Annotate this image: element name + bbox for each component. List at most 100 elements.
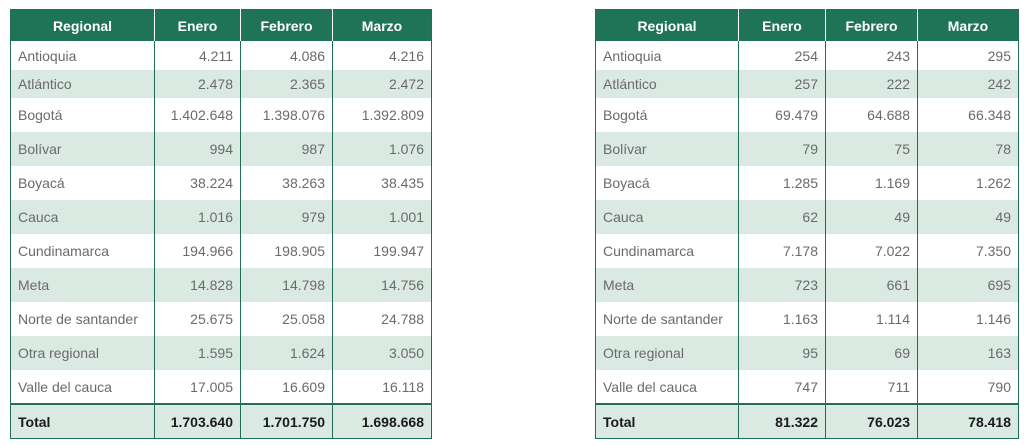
cell-regional: Antioquia bbox=[10, 41, 155, 70]
cell-febrero: 1.398.076 bbox=[240, 98, 333, 132]
cell-febrero: 1.114 bbox=[825, 302, 918, 336]
cell-marzo: 2.472 bbox=[332, 70, 432, 98]
cell-regional: Cauca bbox=[595, 200, 739, 234]
cell-marzo: 1.392.809 bbox=[332, 98, 432, 132]
cell-enero: 1.016 bbox=[154, 200, 241, 234]
cell-regional: Antioquia bbox=[595, 41, 739, 70]
total-row: Total 81.322 76.023 78.418 bbox=[595, 403, 1019, 439]
cell-febrero: 1.169 bbox=[825, 166, 918, 200]
header-regional: Regional bbox=[10, 9, 155, 41]
cell-febrero: 64.688 bbox=[825, 98, 918, 132]
cell-regional: Otra regional bbox=[10, 336, 155, 370]
table-row: Antioquia 254 243 295 bbox=[595, 41, 1019, 70]
cell-enero: 79 bbox=[738, 132, 826, 166]
regional-table-right: Regional Enero Febrero Marzo Antioquia 2… bbox=[595, 9, 1019, 439]
table-row: Bolívar 994 987 1.076 bbox=[10, 132, 432, 166]
cell-marzo: 1.076 bbox=[332, 132, 432, 166]
table-row: Otra regional 95 69 163 bbox=[595, 336, 1019, 370]
table-row: Bogotá 1.402.648 1.398.076 1.392.809 bbox=[10, 98, 432, 132]
cell-regional: Bolívar bbox=[10, 132, 155, 166]
cell-enero: 7.178 bbox=[738, 234, 826, 268]
table-row: Antioquia 4.211 4.086 4.216 bbox=[10, 41, 432, 70]
total-row: Total 1.703.640 1.701.750 1.698.668 bbox=[10, 403, 432, 439]
cell-febrero: 243 bbox=[825, 41, 918, 70]
cell-marzo: 4.216 bbox=[332, 41, 432, 70]
cell-enero: 17.005 bbox=[154, 370, 241, 404]
cell-febrero: 711 bbox=[825, 370, 918, 404]
cell-regional: Cundinamarca bbox=[10, 234, 155, 268]
cell-marzo: 790 bbox=[917, 370, 1019, 404]
table-header-row: Regional Enero Febrero Marzo bbox=[10, 9, 432, 41]
cell-enero: 254 bbox=[738, 41, 826, 70]
cell-febrero: 1.624 bbox=[240, 336, 333, 370]
cell-marzo: 295 bbox=[917, 41, 1019, 70]
cell-enero: 257 bbox=[738, 70, 826, 98]
table-row: Valle del cauca 17.005 16.609 16.118 bbox=[10, 370, 432, 404]
cell-enero: 69.479 bbox=[738, 98, 826, 132]
cell-enero: 747 bbox=[738, 370, 826, 404]
cell-enero: 1.595 bbox=[154, 336, 241, 370]
cell-febrero: 69 bbox=[825, 336, 918, 370]
cell-enero: 723 bbox=[738, 268, 826, 302]
cell-regional: Meta bbox=[595, 268, 739, 302]
header-marzo: Marzo bbox=[332, 9, 432, 41]
cell-marzo: 7.350 bbox=[917, 234, 1019, 268]
cell-febrero: 222 bbox=[825, 70, 918, 98]
table-row: Atlántico 257 222 242 bbox=[595, 70, 1019, 98]
cell-enero: 38.224 bbox=[154, 166, 241, 200]
table-row: Boyacá 38.224 38.263 38.435 bbox=[10, 166, 432, 200]
cell-regional: Bogotá bbox=[10, 98, 155, 132]
table-row: Cundinamarca 194.966 198.905 199.947 bbox=[10, 234, 432, 268]
cell-marzo: 24.788 bbox=[332, 302, 432, 336]
cell-marzo: 16.118 bbox=[332, 370, 432, 404]
table-row: Norte de santander 25.675 25.058 24.788 bbox=[10, 302, 432, 336]
cell-regional: Valle del cauca bbox=[10, 370, 155, 404]
cell-total-enero: 1.703.640 bbox=[154, 403, 241, 439]
cell-enero: 14.828 bbox=[154, 268, 241, 302]
table-row: Cauca 62 49 49 bbox=[595, 200, 1019, 234]
cell-enero: 2.478 bbox=[154, 70, 241, 98]
cell-febrero: 25.058 bbox=[240, 302, 333, 336]
cell-regional: Boyacá bbox=[595, 166, 739, 200]
cell-regional: Bogotá bbox=[595, 98, 739, 132]
header-marzo: Marzo bbox=[917, 9, 1019, 41]
cell-total-febrero: 1.701.750 bbox=[240, 403, 333, 439]
cell-regional: Boyacá bbox=[10, 166, 155, 200]
cell-enero: 4.211 bbox=[154, 41, 241, 70]
table-row: Atlántico 2.478 2.365 2.472 bbox=[10, 70, 432, 98]
cell-total-label: Total bbox=[595, 403, 739, 439]
cell-enero: 1.163 bbox=[738, 302, 826, 336]
cell-febrero: 7.022 bbox=[825, 234, 918, 268]
cell-regional: Atlántico bbox=[10, 70, 155, 98]
cell-marzo: 14.756 bbox=[332, 268, 432, 302]
header-febrero: Febrero bbox=[825, 9, 918, 41]
cell-marzo: 199.947 bbox=[332, 234, 432, 268]
table-row: Norte de santander 1.163 1.114 1.146 bbox=[595, 302, 1019, 336]
cell-regional: Cundinamarca bbox=[595, 234, 739, 268]
cell-enero: 994 bbox=[154, 132, 241, 166]
cell-marzo: 3.050 bbox=[332, 336, 432, 370]
regional-table-left: Regional Enero Febrero Marzo Antioquia 4… bbox=[10, 9, 432, 439]
cell-regional: Meta bbox=[10, 268, 155, 302]
cell-febrero: 14.798 bbox=[240, 268, 333, 302]
cell-regional: Norte de santander bbox=[10, 302, 155, 336]
cell-marzo: 78 bbox=[917, 132, 1019, 166]
cell-enero: 62 bbox=[738, 200, 826, 234]
cell-febrero: 4.086 bbox=[240, 41, 333, 70]
cell-febrero: 38.263 bbox=[240, 166, 333, 200]
cell-regional: Atlántico bbox=[595, 70, 739, 98]
cell-febrero: 16.609 bbox=[240, 370, 333, 404]
cell-total-enero: 81.322 bbox=[738, 403, 826, 439]
cell-regional: Valle del cauca bbox=[595, 370, 739, 404]
header-regional: Regional bbox=[595, 9, 739, 41]
cell-marzo: 1.146 bbox=[917, 302, 1019, 336]
cell-febrero: 987 bbox=[240, 132, 333, 166]
cell-marzo: 38.435 bbox=[332, 166, 432, 200]
table-row: Meta 723 661 695 bbox=[595, 268, 1019, 302]
cell-regional: Norte de santander bbox=[595, 302, 739, 336]
cell-total-febrero: 76.023 bbox=[825, 403, 918, 439]
cell-marzo: 1.262 bbox=[917, 166, 1019, 200]
cell-enero: 95 bbox=[738, 336, 826, 370]
table-header-row: Regional Enero Febrero Marzo bbox=[595, 9, 1019, 41]
cell-regional: Bolívar bbox=[595, 132, 739, 166]
